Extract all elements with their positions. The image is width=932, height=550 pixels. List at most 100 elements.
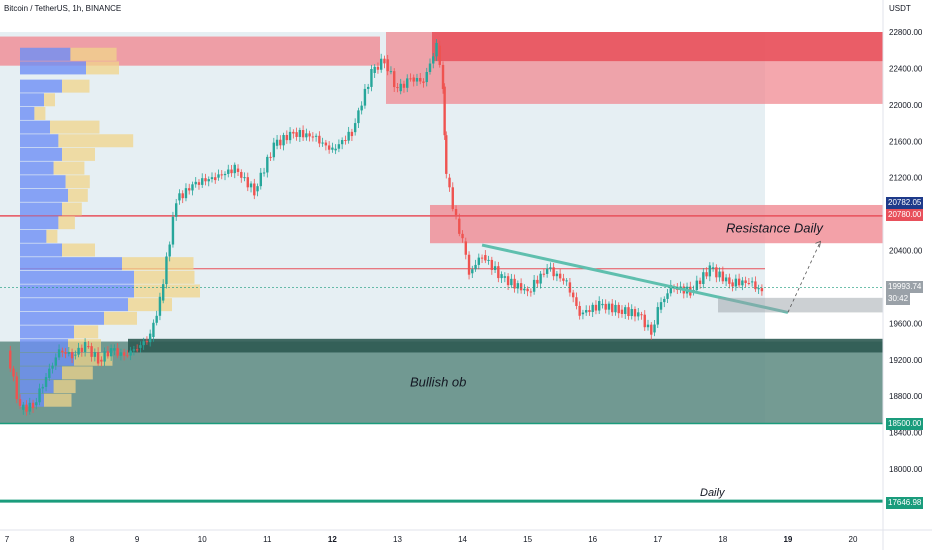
candle-body [435, 42, 438, 57]
volume-profile-sell-bar [62, 79, 90, 93]
volume-profile-sell-bar [44, 93, 55, 107]
candle-body [510, 278, 513, 286]
candle-body [178, 193, 181, 201]
candle-body [262, 172, 266, 174]
volume-profile-sell-bar [46, 229, 58, 243]
candle-body [461, 233, 464, 239]
candle-body [109, 348, 113, 357]
candle-body [549, 267, 552, 269]
chart-title: Bitcoin / TetherUS, 1h, BINANCE [4, 4, 122, 13]
candle-body [734, 278, 738, 287]
candle-body [41, 386, 44, 389]
candle-body [425, 71, 428, 83]
resistance-zone [430, 204, 883, 244]
x-tick-label: 8 [70, 535, 75, 544]
candle-body [285, 135, 289, 141]
candle-body [48, 368, 51, 378]
candle-body [155, 315, 158, 323]
candle-body [246, 177, 249, 188]
candle-body [379, 58, 383, 70]
candle-body [389, 71, 393, 73]
volume-profile-buy-bar [20, 311, 104, 325]
candle-body [253, 183, 256, 196]
candle-body [536, 279, 539, 284]
candle-body [305, 133, 308, 138]
candle-body [715, 267, 718, 278]
volume-profile-buy-bar [20, 202, 62, 216]
candle-body [194, 181, 197, 185]
volume-profile-buy-bar [20, 393, 44, 407]
volume-profile-buy-bar [20, 134, 59, 148]
candle-body [135, 349, 139, 351]
candle-body [451, 187, 454, 210]
candle-body [497, 266, 500, 279]
candle-body [122, 352, 126, 356]
y-tick-label: 19600.00 [889, 319, 923, 328]
candle-body [412, 77, 415, 82]
volume-profile-buy-bar [20, 284, 134, 298]
candle-body [240, 171, 243, 178]
y-tick-label: 22000.00 [889, 101, 923, 110]
candle-body [321, 142, 324, 144]
candle-body [90, 346, 93, 357]
candle-body [217, 174, 220, 178]
candle-body [422, 81, 425, 83]
volume-profile-sell-bar [58, 216, 75, 230]
candle-body [223, 173, 227, 176]
y-tick-label: 18000.00 [889, 465, 923, 474]
candle-body [360, 105, 363, 111]
volume-profile-buy-bar [20, 243, 62, 257]
price-tag-daily: 17646.98 [886, 497, 924, 509]
bullish-ob-zone [0, 341, 883, 424]
candle-body [301, 130, 305, 138]
volume-profile-sell-bar [62, 202, 82, 216]
candle-body [441, 64, 445, 90]
candle-body [308, 133, 311, 137]
candle-body [529, 291, 533, 293]
x-tick-label: 19 [783, 535, 792, 544]
candle-body [624, 307, 627, 314]
volume-profile-buy-bar [20, 120, 50, 134]
candle-body [477, 257, 481, 265]
candle-body [15, 376, 18, 400]
volume-profile-buy-bar [20, 188, 68, 202]
candle-body [666, 293, 669, 299]
candle-body [288, 131, 292, 141]
bullish-ob-top [128, 338, 883, 353]
candle-body [230, 169, 233, 174]
candle-body [409, 78, 412, 80]
y-tick-label: 21600.00 [889, 137, 923, 146]
candle-body [721, 271, 725, 282]
volume-profile-buy-bar [20, 298, 128, 312]
candle-body [480, 257, 484, 259]
volume-profile-buy-bar [20, 161, 54, 175]
candle-body [731, 282, 734, 287]
candle-body [181, 193, 184, 199]
volume-profile-buy-bar [20, 175, 66, 189]
candle-body [500, 274, 503, 279]
candle-body [448, 177, 451, 188]
volume-profile-buy-bar [20, 325, 74, 339]
candle-body [630, 309, 633, 317]
price-tag-resistance-line: 20780.00 [886, 209, 924, 221]
current-range-box [718, 297, 883, 313]
volume-profile-sell-bar [74, 325, 99, 339]
candle-body [184, 188, 188, 199]
candle-body [620, 309, 624, 314]
volume-profile-sell-bar [53, 380, 76, 394]
candle-body [493, 266, 497, 270]
candle-body [467, 254, 471, 275]
candle-body [334, 148, 337, 151]
annotation-bullish-ob: Bullish ob [410, 375, 466, 390]
candle-body [207, 179, 210, 182]
y-tick-label: 22800.00 [889, 28, 923, 37]
candle-body [539, 273, 542, 284]
candle-body [38, 388, 41, 403]
candle-body [74, 354, 77, 356]
volume-profile-buy-bar [20, 229, 47, 243]
candle-body [373, 66, 376, 73]
candle-body [171, 216, 175, 245]
candle-body [578, 305, 581, 316]
candle-body [233, 164, 236, 174]
